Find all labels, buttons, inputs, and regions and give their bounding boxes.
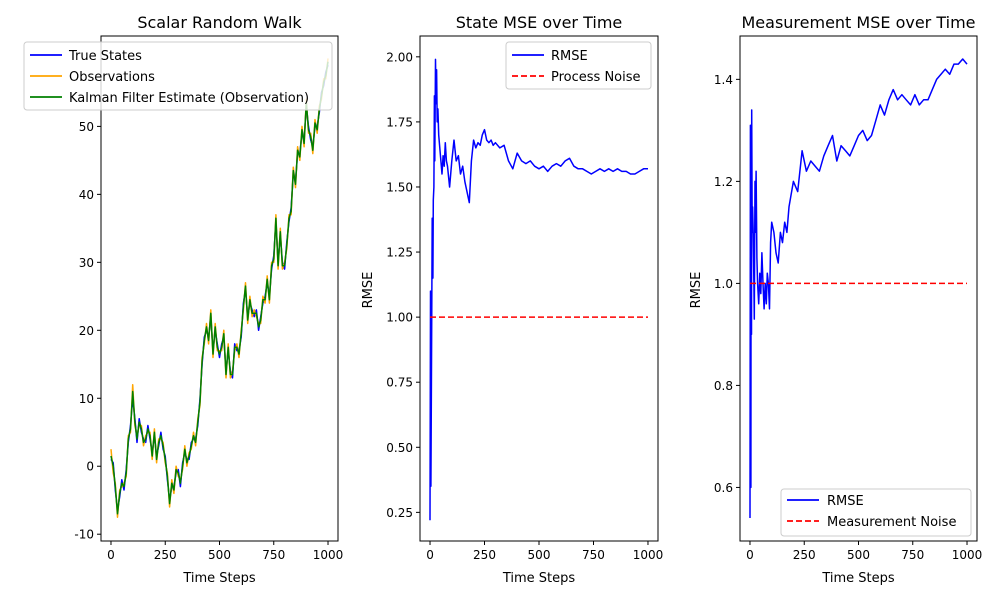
- series-line-kalman-filter-estimate-observation: [110, 61, 329, 515]
- x-tick-label: 0: [746, 548, 754, 562]
- y-tick-label: 10: [79, 392, 94, 406]
- panel-measurement-mse: Measurement MSE over Time 0 250 500 750 1000…: [689, 13, 982, 586]
- x-axis-label: Time Steps: [182, 571, 256, 586]
- x-tick-label: 1000: [952, 548, 983, 562]
- x-tick-label: 750: [901, 548, 924, 562]
- x-tick-label: 500: [528, 548, 551, 562]
- x-tick-label: 1000: [313, 548, 344, 562]
- x-tick-label: 750: [582, 548, 605, 562]
- legend-label-rmse: RMSE: [551, 49, 588, 64]
- legend-label-kalman: Kalman Filter Estimate (Observation): [69, 91, 309, 106]
- x-axis: 0 250 500 750 1000: [426, 541, 663, 562]
- x-axis: 0 250 500 750 1000: [746, 541, 982, 562]
- x-tick-label: 500: [208, 548, 231, 562]
- y-tick-label: 2.00: [386, 50, 413, 64]
- plot-area: [429, 58, 648, 521]
- y-axis: 0.25 0.50 0.75 1.00 1.25 1.50 1.75 2.00: [386, 50, 420, 520]
- legend-label-process-noise: Process Noise: [551, 70, 641, 85]
- y-axis: 0.6 0.8 1.0 1.2 1.4: [714, 73, 740, 495]
- y-tick-label: 0.6: [714, 481, 733, 495]
- plot-area: [749, 58, 968, 519]
- y-tick-label: 0.25: [386, 506, 413, 520]
- y-tick-label: 0.8: [714, 379, 733, 393]
- y-tick-label: 20: [79, 324, 94, 338]
- y-tick-label: 1.50: [386, 180, 413, 194]
- y-tick-label: 1.4: [714, 73, 733, 87]
- y-tick-label: 1.00: [386, 311, 413, 325]
- legend-box: [23, 41, 333, 111]
- chart-title: Scalar Random Walk: [137, 13, 302, 32]
- y-tick-label: 1.2: [714, 175, 733, 189]
- y-tick-label: 0.50: [386, 441, 413, 455]
- chart-title: State MSE over Time: [456, 13, 623, 32]
- y-axis-label: RMSE: [361, 272, 376, 309]
- legend-label-rmse: RMSE: [827, 494, 864, 509]
- series-line-rmse: [749, 58, 968, 519]
- x-axis: 0 250 500 750 1000: [107, 541, 343, 562]
- x-tick-label: 250: [473, 548, 496, 562]
- legend-box: [780, 488, 972, 537]
- x-tick-label: 750: [262, 548, 285, 562]
- y-tick-label: 50: [79, 120, 94, 134]
- panel-scalar-random-walk: Scalar Random Walk 0 250 500 750 1000 -10 0 10…: [23, 13, 343, 586]
- legend-box: [505, 41, 652, 90]
- x-tick-label: 250: [793, 548, 816, 562]
- legend-label-true-states: True States: [68, 49, 142, 64]
- chart-title: Measurement MSE over Time: [741, 13, 975, 32]
- x-axis-label: Time Steps: [821, 571, 895, 586]
- y-tick-label: 40: [79, 188, 94, 202]
- legend-label-measurement-noise: Measurement Noise: [827, 515, 956, 530]
- x-tick-label: 1000: [633, 548, 664, 562]
- y-tick-label: 30: [79, 256, 94, 270]
- y-axis-label: RMSE: [689, 272, 704, 309]
- y-axis: -10 0 10 20 30 40 50: [74, 120, 101, 542]
- plot-area: [110, 58, 329, 518]
- legend: True States Observations Kalman Filter E…: [23, 41, 333, 111]
- y-tick-label: 1.25: [386, 246, 413, 260]
- y-tick-label: 1.75: [386, 115, 413, 129]
- legend: RMSE Measurement Noise: [780, 488, 972, 537]
- x-tick-label: 250: [154, 548, 177, 562]
- series-line-rmse: [429, 58, 648, 521]
- legend: RMSE Process Noise: [505, 41, 652, 90]
- x-tick-label: 500: [847, 548, 870, 562]
- y-tick-label: 0.75: [386, 376, 413, 390]
- panel-state-mse: State MSE over Time 0 250 500 750 1000 0.250…: [361, 13, 663, 586]
- y-tick-label: 1.0: [714, 277, 733, 291]
- x-tick-label: 0: [426, 548, 434, 562]
- legend-label-observations: Observations: [69, 70, 155, 85]
- y-tick-label: -10: [74, 528, 94, 542]
- y-tick-label: 0: [86, 460, 94, 474]
- x-axis-label: Time Steps: [502, 571, 576, 586]
- x-tick-label: 0: [107, 548, 115, 562]
